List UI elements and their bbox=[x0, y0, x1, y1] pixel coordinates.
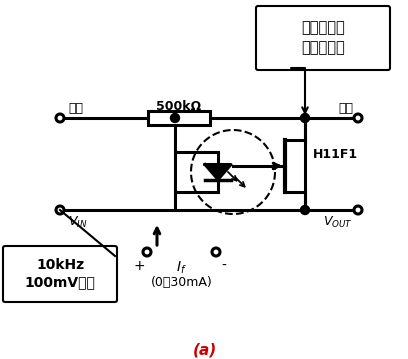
Circle shape bbox=[354, 114, 362, 122]
Text: 10kHz
100mV以下: 10kHz 100mV以下 bbox=[24, 258, 95, 290]
Text: (a): (a) bbox=[193, 342, 217, 358]
FancyBboxPatch shape bbox=[3, 246, 117, 302]
Text: H11F1: H11F1 bbox=[313, 148, 358, 160]
Text: $I_f$: $I_f$ bbox=[176, 260, 187, 276]
Text: $V_{IN}$: $V_{IN}$ bbox=[68, 214, 87, 229]
Polygon shape bbox=[205, 164, 231, 180]
Bar bbox=[148, 111, 210, 125]
Text: +: + bbox=[133, 259, 145, 273]
Text: (0～30mA): (0～30mA) bbox=[151, 275, 213, 289]
Text: 输入: 输入 bbox=[68, 102, 83, 115]
Circle shape bbox=[212, 248, 220, 256]
Circle shape bbox=[171, 113, 180, 122]
FancyBboxPatch shape bbox=[256, 6, 390, 70]
Text: 500kΩ: 500kΩ bbox=[156, 99, 202, 112]
Text: -: - bbox=[222, 259, 226, 273]
Circle shape bbox=[301, 205, 310, 214]
Text: $V_{OUT}$: $V_{OUT}$ bbox=[323, 214, 353, 229]
Circle shape bbox=[143, 248, 151, 256]
Circle shape bbox=[56, 206, 64, 214]
Circle shape bbox=[56, 114, 64, 122]
Text: 输出: 输出 bbox=[338, 102, 353, 115]
Circle shape bbox=[354, 206, 362, 214]
Circle shape bbox=[301, 113, 310, 122]
Text: 并联光电控
制衰减电路: 并联光电控 制衰减电路 bbox=[301, 20, 345, 55]
